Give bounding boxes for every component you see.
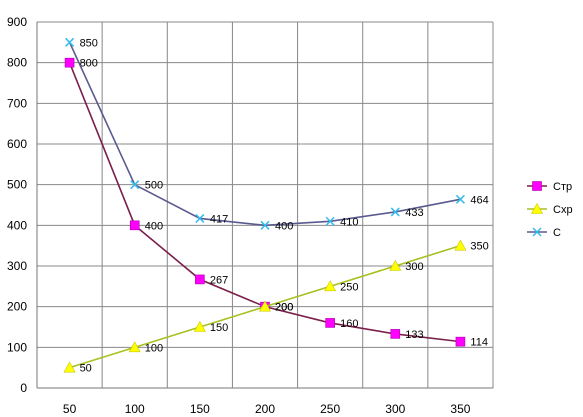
- y-tick-label: 0: [20, 381, 27, 395]
- y-tick-label: 600: [7, 137, 27, 151]
- data-point: [389, 259, 402, 271]
- x-axis-tick-labels: 50 100 150 200 250 300 350: [63, 402, 471, 416]
- series-3: 850 500 417 400 410 433 464: [65, 37, 489, 232]
- data-label: 267: [210, 274, 228, 286]
- x-tick-label: 250: [320, 402, 340, 416]
- data-point: [195, 213, 205, 223]
- axes: [36, 22, 493, 389]
- data-label: 410: [340, 216, 358, 228]
- data-point: [390, 329, 401, 339]
- data-label: 150: [210, 322, 228, 334]
- y-axis-tick-labels: 0 100 200 300 400 500 600 700 800 900: [7, 15, 27, 395]
- data-point: [454, 239, 467, 251]
- gridlines: [37, 21, 494, 389]
- data-label: 500: [145, 180, 163, 192]
- data-label: 400: [275, 220, 293, 232]
- data-point: [193, 320, 206, 332]
- y-tick-label: 400: [7, 218, 27, 232]
- data-label: 50: [80, 363, 92, 375]
- data-label: 417: [210, 213, 228, 225]
- legend: Стр Схр С: [527, 181, 573, 239]
- data-point: [455, 336, 466, 347]
- data-label: 200: [275, 302, 293, 314]
- data-label: 250: [340, 281, 358, 293]
- y-tick-label: 100: [7, 340, 27, 354]
- data-label: 800: [80, 58, 98, 70]
- data-point: [260, 220, 270, 230]
- legend-item: Стр: [527, 181, 572, 193]
- y-tick-label: 200: [7, 300, 27, 314]
- x-tick-label: 100: [125, 402, 145, 416]
- data-label: 200: [275, 302, 293, 314]
- y-tick-label: 300: [7, 259, 27, 273]
- legend-marker: [532, 227, 542, 237]
- y-tick-label: 800: [7, 56, 27, 70]
- data-label: 350: [470, 241, 488, 253]
- x-tick-label: 50: [63, 402, 77, 416]
- legend-label: Стр: [553, 181, 572, 193]
- series-2: 50 100 150 200 250 300 350: [63, 239, 489, 375]
- legend-item: С: [527, 227, 561, 239]
- data-point: [129, 220, 140, 231]
- x-tick-label: 300: [385, 402, 405, 416]
- legend-marker: [532, 181, 542, 191]
- x-tick-label: 150: [190, 402, 210, 416]
- data-point: [258, 300, 272, 312]
- y-tick-label: 900: [7, 15, 27, 29]
- data-point: [65, 37, 75, 47]
- data-point: [128, 341, 141, 353]
- data-point: [455, 194, 465, 204]
- legend-marker: [530, 202, 544, 214]
- data-label: 114: [470, 337, 488, 349]
- data-label: 100: [145, 342, 163, 354]
- legend-label: С: [553, 227, 561, 239]
- data-point: [325, 318, 335, 328]
- x-tick-label: 200: [255, 402, 275, 416]
- x-tick-label: 350: [450, 402, 470, 416]
- data-point: [390, 207, 400, 217]
- data-label: 133: [405, 329, 423, 341]
- data-point: [130, 180, 140, 190]
- data-label: 300: [405, 261, 423, 273]
- series-line: [68, 42, 461, 227]
- data-point: [195, 274, 205, 285]
- data-point: [325, 216, 335, 226]
- data-label: 850: [80, 37, 98, 49]
- data-label: 464: [470, 194, 488, 206]
- data-point: [64, 57, 75, 68]
- series-line: [68, 62, 461, 343]
- legend-item: Схр: [527, 202, 573, 216]
- legend-label: Схр: [553, 204, 573, 216]
- data-label: 400: [145, 220, 163, 232]
- data-point: [63, 361, 76, 373]
- data-label: 433: [405, 207, 423, 219]
- data-point: [324, 280, 337, 292]
- y-tick-label: 500: [7, 178, 27, 192]
- y-tick-label: 700: [7, 96, 27, 110]
- data-label: 160: [340, 318, 358, 330]
